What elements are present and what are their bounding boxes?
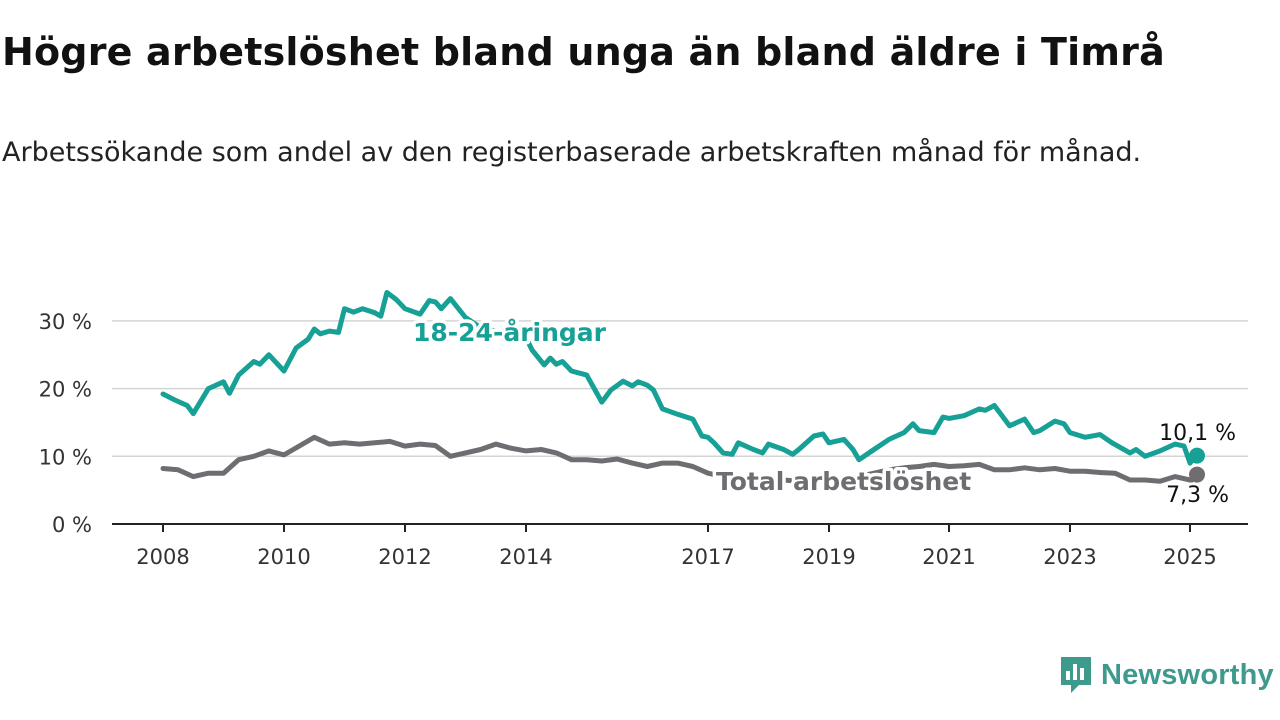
series-lines xyxy=(160,290,1205,484)
series-line-youth xyxy=(160,290,1200,466)
chart-subtitle: Arbetssökande som andel av den registerb… xyxy=(2,137,1142,168)
newsworthy-logo-icon xyxy=(1061,657,1091,693)
x-tick-label: 2008 xyxy=(136,545,189,569)
end-value-youth: 10,1 % xyxy=(1159,421,1236,446)
x-axis-ticks: 2008 2010 2012 2014 2017 2019 2021 2023 2025 xyxy=(136,524,1217,569)
x-tick-label: 2021 xyxy=(922,545,975,569)
end-value-total: 7,3 % xyxy=(1166,483,1229,508)
chart-title: Högre arbetslöshet bland unga än bland ä… xyxy=(2,30,1165,74)
series-line-total xyxy=(160,434,1200,484)
brand-logo: Newsworthy xyxy=(1059,655,1274,695)
y-tick-label: 10 % xyxy=(39,445,92,469)
series-label-youth: 18-24-åringar xyxy=(413,318,607,347)
gridlines xyxy=(112,320,1248,525)
y-tick-label: 0 % xyxy=(52,513,92,537)
x-tick-label: 2023 xyxy=(1043,545,1096,569)
y-axis-ticks: 0 % 10 % 20 % 30 % xyxy=(39,310,92,537)
x-tick-label: 2014 xyxy=(499,545,552,569)
y-tick-label: 30 % xyxy=(39,310,92,334)
end-point-youth xyxy=(1189,447,1205,464)
brand-name: Newsworthy xyxy=(1101,658,1274,691)
y-tick-label: 20 % xyxy=(39,378,92,402)
series-label-total: Total arbetslöshet xyxy=(716,467,971,496)
x-tick-label: 2019 xyxy=(802,545,855,569)
series-labels: 18-24-åringar Total arbetslöshet 10,1 % 7,3… xyxy=(410,315,1237,509)
x-tick-label: 2012 xyxy=(378,545,431,569)
x-tick-label: 2010 xyxy=(257,545,310,569)
x-tick-label: 2017 xyxy=(681,545,734,569)
end-point-total xyxy=(1189,466,1205,483)
x-tick-label: 2025 xyxy=(1163,545,1216,569)
